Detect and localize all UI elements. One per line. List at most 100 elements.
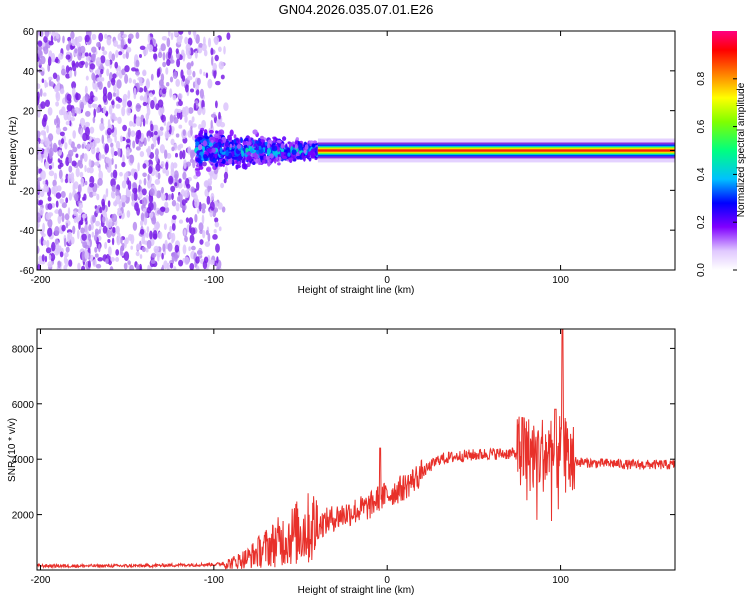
heatmap-noise-point [171,238,174,244]
heatmap-transition-point [200,130,203,136]
heatmap-noise-point [93,73,96,84]
heatmap-noise-point [71,108,75,117]
heatmap-transition-point [198,165,204,170]
heatmap-noise-point [86,143,91,152]
heatmap-noise-point [51,52,56,63]
heatmap-transition-point [195,157,201,163]
heatmap-noise-point [78,220,84,226]
heatmap-transition-point [311,152,315,159]
heatmap-noise-point [131,67,137,72]
heatmap-transition-point [295,155,302,160]
heatmap-noise-point [157,172,161,180]
heatmap-noise-point [57,215,62,224]
heatmap-noise-point [111,157,114,165]
heatmap-noise-point [147,145,151,156]
heatmap-noise-point [114,134,117,143]
heatmap-noise-point [69,120,72,127]
heatmap-noise-point [125,138,131,143]
heatmap-transition-point [204,132,208,139]
heatmap-noise-point [178,31,184,35]
heatmap-noise-point [115,249,120,256]
heatmap-noise-point [77,208,83,214]
heatmap-noise-point [136,243,141,251]
heatmap-noise-point [116,44,122,49]
heatmap-noise-point [145,79,151,89]
heatmap-noise-point [168,175,174,185]
heatmap-transition-point [308,140,314,144]
heatmap-transition-point [246,151,252,156]
heatmap-noise-point [119,171,123,177]
y-tick-label: 8000 [12,344,35,355]
heatmap-noise-point [115,189,120,197]
heatmap-noise-point [77,184,82,194]
heatmap-noise-point [216,119,222,127]
heatmap-noise-point [67,173,72,184]
heatmap-noise-point [132,79,137,84]
heatmap-noise-point [60,138,65,145]
heatmap-noise-point [122,124,127,132]
heatmap-noise-point [120,31,124,36]
heatmap-noise-point [223,171,229,180]
heatmap-noise-point [122,154,125,165]
heatmap-noise-point [143,216,148,226]
heatmap-noise-point [153,53,158,60]
heatmap-noise-point [185,84,189,93]
y-tick-label: 40 [23,67,35,78]
heatmap-noise-point [149,211,154,219]
heatmap-noise-point [60,191,66,198]
heatmap-noise-point [47,56,52,67]
heatmap-transition-point [233,139,237,144]
heatmap-noise-point [80,154,83,163]
heatmap-noise-point [114,164,118,169]
heatmap-noise-point [192,159,196,169]
heatmap-noise-point [109,266,114,270]
heatmap-noise-point [73,181,79,190]
heatmap-noise-point [75,153,79,158]
heatmap-transition-point [237,155,242,161]
heatmap-noise-point [115,225,120,234]
heatmap-noise-point [171,199,177,207]
heatmap-transition-point [269,153,274,159]
heatmap-noise-point [88,159,92,168]
heatmap-noise-point [184,189,190,199]
heatmap-noise-point [43,35,48,43]
heatmap-noise-point [171,214,177,220]
heatmap-noise-point [75,92,79,101]
heatmap-noise-point [44,31,50,38]
heatmap-transition-point [237,161,242,166]
y-tick-label: 60 [23,27,35,38]
x-tick-label: 100 [552,275,569,286]
heatmap-transition-point [227,158,233,165]
heatmap-noise-point [54,85,60,93]
heatmap-noise-point [40,70,45,76]
heatmap-noise-point [101,216,106,224]
heatmap-transition-point [287,152,291,157]
y-tick-label: 20 [23,107,35,118]
heatmap-transition-point [208,152,213,159]
heatmap-transition-point [242,141,247,146]
heatmap-noise-point [125,147,131,157]
heatmap-noise-point [98,243,101,253]
heatmap-noise-point [157,135,161,145]
heatmap-noise-point [139,95,144,101]
heatmap-transition-point [252,161,256,165]
heatmap-noise-point [171,223,176,231]
colorbar-tick-label: 0.2 [696,215,707,229]
heatmap-noise-point [210,47,214,56]
heatmap-noise-point [123,262,128,270]
heatmap-noise-point [198,43,204,48]
heatmap-noise-point [38,49,43,59]
heatmap-noise-point [121,180,127,189]
heatmap-noise-point [161,252,164,260]
heatmap-noise-point [142,172,147,178]
heatmap-noise-point [218,226,222,232]
heatmap-noise-point [185,47,191,57]
heatmap-noise-point [175,133,180,138]
colorbar-tick-label: 0.0 [696,263,707,277]
heatmap-noise-point [147,264,151,270]
heatmap-noise-point [226,32,231,40]
heatmap-noise-point [150,123,154,132]
heatmap-noise-point [72,130,76,139]
heatmap-noise-point [184,256,190,266]
heatmap-transition-point [206,166,212,173]
